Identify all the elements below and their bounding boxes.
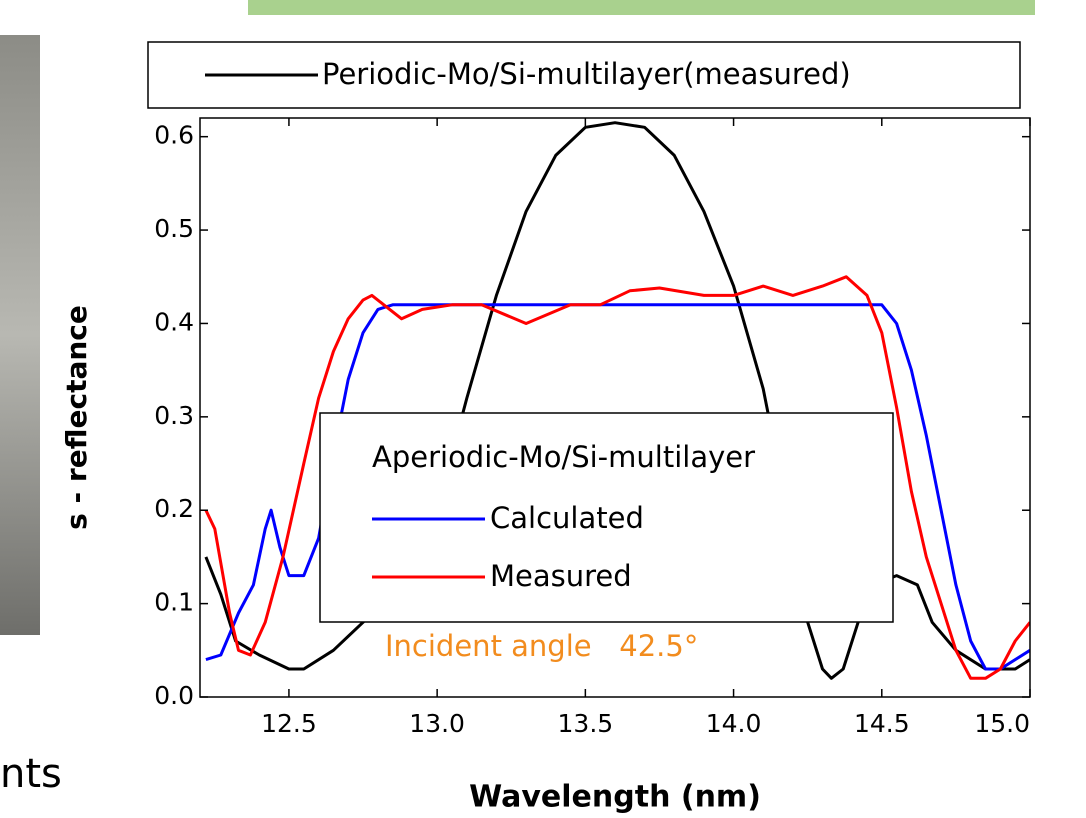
x-tick-label: 12.5 — [261, 709, 317, 738]
legend-label: Periodic-Mo/Si-multilayer(measured) — [322, 57, 851, 91]
header-bar — [248, 0, 1035, 15]
y-tick-label: 0.6 — [154, 121, 194, 150]
plot-frame — [199, 117, 1031, 698]
series-line — [205, 303, 1030, 671]
annotation: Incident angle 42.5° — [385, 629, 698, 663]
y-tick-label: 0.0 — [154, 681, 194, 710]
x-axis-title: Wavelength (nm) — [469, 780, 761, 815]
partial-text: nts — [0, 751, 62, 797]
photo — [0, 35, 40, 635]
x-tick-label: 14.5 — [854, 709, 910, 738]
series-line — [204, 275, 1030, 680]
x-tick-label: 13.5 — [558, 709, 614, 738]
x-tick-label: 15.0 — [974, 709, 1030, 738]
legend-label: Measured — [490, 559, 632, 593]
legend-label: Calculated — [490, 501, 644, 535]
y-tick-label: 0.1 — [154, 588, 194, 617]
y-tick-label: 0.5 — [154, 214, 194, 243]
series-line — [204, 121, 1030, 680]
y-axis-title: s - reflectance — [60, 305, 93, 530]
y-tick-label: 0.4 — [154, 307, 194, 336]
x-tick-label: 13.0 — [409, 709, 465, 738]
y-tick-label: 0.2 — [154, 494, 194, 523]
x-tick-label: 14.0 — [706, 709, 762, 738]
y-tick-label: 0.3 — [154, 401, 194, 430]
legend-title: Aperiodic-Mo/Si-multilayer — [372, 440, 755, 474]
